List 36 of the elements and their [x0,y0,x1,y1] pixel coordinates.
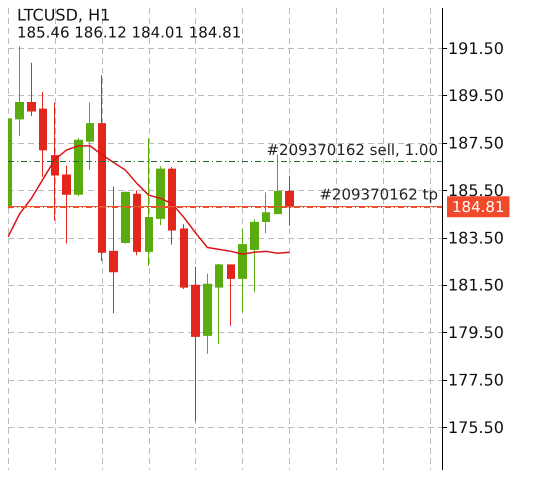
y-tick-label: 179.50 [448,323,504,342]
y-tick-label: 181.50 [448,276,504,295]
candlestick [250,218,259,293]
candlestick [285,175,294,226]
candlestick [180,224,188,290]
candlestick [274,154,282,214]
y-tick-label: 183.50 [448,228,504,248]
candlestick [227,264,235,326]
candlestick [168,166,176,246]
y-tick-label: 191.50 [448,38,504,58]
candlestick [262,192,270,234]
candlestick [133,190,141,256]
chart-title: LTCUSD, H1 [17,6,110,24]
ref-line-label: #209370162 sell, 1.00 [266,141,438,160]
ref-line-label: #209370162 tp [319,185,438,204]
y-tick-label: 177.50 [448,370,504,390]
candlestick [74,138,83,197]
candlestick [203,273,212,354]
y-tick-label: 175.50 [448,418,504,437]
candlestick [109,186,118,314]
candlestick [238,228,247,313]
candlestick [145,138,153,266]
candlestick [15,46,24,137]
candlestick [121,190,130,244]
candlestick [86,102,94,171]
candlestick [62,164,71,244]
text: 185.46 186.12 184.01 184.81 [17,24,242,42]
y-tick-label: 185.50 [448,180,504,200]
y-tick-label: 189.50 [448,86,504,106]
candlestick [39,91,47,178]
ref-line-label: 184.81 [452,198,504,216]
candlestick [27,62,36,117]
candlestick [215,263,223,345]
y-tick-label: 187.50 [448,134,504,153]
candlestick [51,102,59,222]
candlestick [156,166,165,226]
